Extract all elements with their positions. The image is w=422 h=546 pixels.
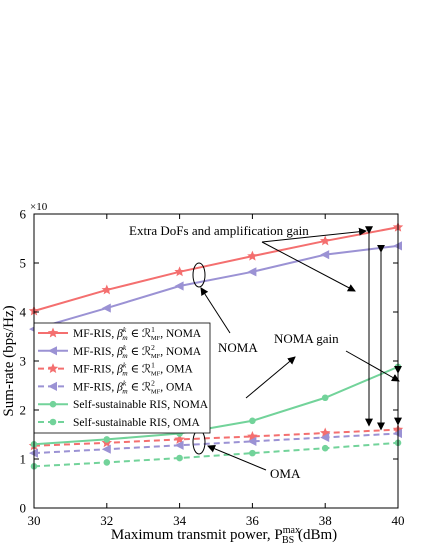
annotation-arrow-oma bbox=[207, 444, 267, 471]
legend-label-6: Self-sustainable RIS, OMA bbox=[73, 417, 201, 429]
series-2-point-5 bbox=[320, 250, 330, 260]
y-tick-label-0: 0 bbox=[20, 501, 27, 516]
legend-entry-3: MF-RIS, βk m ∈ ℛ1 MF, OMA bbox=[38, 361, 193, 378]
y-tick-label-6: 6 bbox=[20, 207, 27, 222]
legend-marker-1 bbox=[47, 327, 59, 338]
x-tick-label-34: 34 bbox=[173, 513, 187, 528]
legend-label-3: MF-RIS, βk m ∈ ℛ1 MF, OMA bbox=[73, 361, 193, 378]
annotation-arrow-noma-gain-1 bbox=[245, 356, 296, 399]
y-multiplier: ×10 bbox=[30, 201, 48, 213]
series-4-line bbox=[33, 432, 399, 455]
x-tick-label-36: 36 bbox=[246, 513, 260, 528]
series-3-line bbox=[33, 428, 399, 447]
x-tick-label-32: 32 bbox=[100, 513, 113, 528]
x-tick-label-38: 38 bbox=[319, 513, 332, 528]
y-axis-label: Sum-rate (bps/Hz) bbox=[1, 305, 17, 416]
series-5-point-5 bbox=[321, 394, 329, 402]
annotation-text-4: OMA bbox=[270, 466, 301, 481]
series-4-point-5 bbox=[320, 432, 330, 443]
series-6-line bbox=[33, 441, 399, 468]
series-1-line bbox=[33, 226, 399, 312]
annotation-ellipse-oma bbox=[192, 429, 206, 455]
series-3-point-3 bbox=[174, 433, 185, 444]
series-6 bbox=[30, 439, 402, 470]
series-6-point-3 bbox=[176, 454, 183, 462]
legend-marker-4 bbox=[48, 381, 57, 391]
annotation-layer: Extra DoFs and amplification gain NOMA NOM… bbox=[129, 223, 402, 481]
series-5-line bbox=[33, 365, 399, 446]
series-4 bbox=[29, 428, 402, 458]
legend-entry-6: Self-sustainable RIS, OMA bbox=[38, 417, 201, 429]
annotation-ellipse-noma bbox=[192, 262, 206, 288]
series-1-point-3 bbox=[174, 266, 185, 277]
series-4-point-2 bbox=[101, 444, 111, 454]
annotation-text-2: NOMA bbox=[218, 340, 258, 355]
legend-entry-4: MF-RIS, βk m ∈ ℛ2 MF, OMA bbox=[38, 378, 193, 395]
plot-area bbox=[28, 221, 404, 470]
x-tick-label-30: 30 bbox=[28, 513, 41, 528]
series-2-point-2 bbox=[101, 303, 111, 313]
legend-marker-5 bbox=[49, 400, 57, 408]
series-5-point-2 bbox=[103, 436, 111, 443]
series-1-point-2 bbox=[101, 284, 113, 295]
annotation-arrow-noma-gain-2 bbox=[345, 350, 400, 382]
series-6-point-5 bbox=[321, 444, 329, 452]
series-4-point-4 bbox=[247, 436, 257, 446]
legend-label-5: Self-sustainable RIS, NOMA bbox=[73, 399, 209, 411]
legend-label-4: MF-RIS, βk m ∈ ℛ2 MF, OMA bbox=[73, 378, 193, 395]
y-tick-label-5: 5 bbox=[20, 256, 27, 271]
legend-marker-2 bbox=[48, 346, 57, 356]
annotation-arrow-dofs-1 bbox=[261, 241, 356, 292]
y-tick-label-1: 1 bbox=[20, 452, 27, 467]
series-1-point-5 bbox=[319, 235, 331, 246]
annotation-text-3: NOMA gain bbox=[274, 331, 339, 346]
series-4-point-3 bbox=[174, 440, 184, 450]
series-6-point-4 bbox=[249, 449, 256, 457]
legend-marker-3 bbox=[47, 363, 59, 374]
series-1-point-4 bbox=[247, 250, 258, 261]
series-2-point-3 bbox=[174, 281, 184, 291]
y-tick-label-3: 3 bbox=[20, 354, 27, 369]
annotation-text-1: Extra DoFs and amplification gain bbox=[129, 223, 309, 238]
legend-entry-5: Self-sustainable RIS, NOMA bbox=[38, 399, 209, 411]
annotation-arrow-noma bbox=[200, 287, 231, 334]
legend-entry-2: MF-RIS, βk m ∈ ℛ2 MF, NOMA bbox=[38, 343, 202, 360]
series-2-point-4 bbox=[247, 267, 257, 277]
legend-entry-1: MF-RIS, βk m ∈ ℛ1 MF, NOMA bbox=[38, 325, 202, 342]
series-6-point-2 bbox=[103, 459, 111, 466]
series-2 bbox=[29, 241, 402, 334]
x-tick-label-40: 40 bbox=[392, 513, 405, 528]
x-axis-label: Maximum transmit power, Pmax BS (dBm) bbox=[111, 525, 337, 546]
y-tick-label-4: 4 bbox=[20, 305, 27, 320]
legend-box bbox=[33, 322, 211, 434]
y-tick-label-2: 2 bbox=[20, 403, 27, 418]
legend-label-1: MF-RIS, βk m ∈ ℛ1 MF, NOMA bbox=[73, 325, 202, 342]
series-5-point-4 bbox=[249, 417, 256, 425]
legend-label-2: MF-RIS, βk m ∈ ℛ2 MF, NOMA bbox=[73, 343, 202, 360]
annotation-arrow-dofs-2 bbox=[261, 227, 367, 243]
series-2-line bbox=[33, 244, 399, 331]
legend-marker-6 bbox=[49, 418, 57, 426]
